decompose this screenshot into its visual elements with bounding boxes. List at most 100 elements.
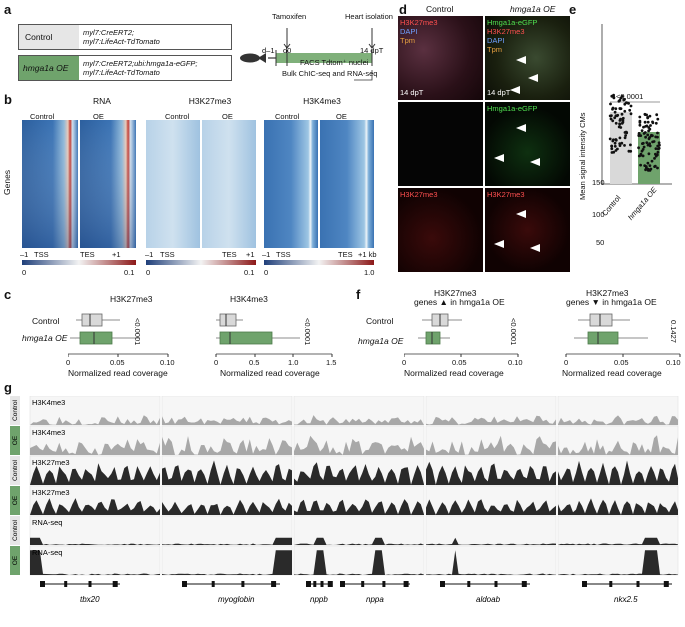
e-dot bbox=[614, 138, 618, 141]
g-track-label: H3K4me3 bbox=[32, 428, 65, 437]
g-exon bbox=[306, 581, 311, 587]
micro-oe-label-tpm: Tpm bbox=[487, 45, 502, 54]
panel-label-a: a bbox=[4, 2, 12, 17]
g-track-label: H3K27me3 bbox=[32, 458, 70, 467]
g-signal bbox=[558, 550, 678, 575]
g-exon bbox=[211, 581, 215, 587]
e-dot bbox=[646, 120, 650, 124]
g-signal bbox=[558, 498, 678, 515]
e-dot bbox=[619, 117, 622, 121]
panel-label-e: e bbox=[569, 2, 577, 17]
g-signal bbox=[30, 537, 160, 545]
b-title-h3k4me3: H3K4me3 bbox=[303, 96, 341, 106]
c-right-tick-10: 1.0 bbox=[288, 358, 299, 367]
e-dot bbox=[640, 129, 644, 132]
g-exon bbox=[112, 581, 118, 587]
e-dot bbox=[627, 149, 631, 153]
e-dot bbox=[610, 144, 614, 148]
scale-rna-min: 0 bbox=[22, 268, 27, 277]
e-dot bbox=[611, 119, 615, 123]
e-dot bbox=[623, 109, 627, 113]
c-left-tick-0: 0 bbox=[66, 358, 71, 367]
e-dot bbox=[623, 144, 626, 147]
e-ylabel: Mean signal intensity CMs bbox=[578, 112, 587, 200]
micro-oe-dpt: 14 dpT bbox=[487, 88, 511, 97]
e-dot bbox=[657, 146, 661, 150]
e-bar-chart bbox=[601, 24, 672, 185]
e-dot bbox=[638, 119, 642, 123]
b-title-h3k27me3: H3K27me3 bbox=[188, 96, 232, 106]
g-side-label: Control bbox=[12, 459, 19, 481]
e-dot bbox=[609, 102, 612, 106]
e-pvalue: <0.0001 bbox=[616, 92, 644, 101]
g-signal bbox=[558, 537, 678, 545]
e-dot bbox=[652, 140, 656, 143]
e-dot bbox=[624, 134, 627, 137]
micro-ctrl-gfp bbox=[398, 102, 483, 186]
g-gene-name: nppa bbox=[366, 595, 384, 604]
f-left-tick-005: 0.05 bbox=[452, 358, 467, 367]
g-signal bbox=[162, 436, 292, 455]
b-sub-oe-1: OE bbox=[93, 112, 104, 121]
c-right-tick-0: 0 bbox=[214, 358, 219, 367]
b-sub-oe-3: OE bbox=[336, 112, 347, 121]
oe-label: hmga1a OE bbox=[19, 56, 79, 80]
scale-k4 bbox=[264, 260, 374, 265]
scale-k4-max: 1.0 bbox=[364, 268, 375, 277]
e-dot bbox=[648, 164, 652, 168]
heatmap-k4-oe bbox=[320, 120, 374, 248]
e-dot bbox=[610, 151, 614, 154]
f-left-box-oe bbox=[425, 331, 441, 345]
g-signal bbox=[162, 537, 292, 545]
micro-oe-label-gfp-2: Hmga1a-eGFP bbox=[487, 104, 538, 113]
e-dot bbox=[654, 135, 658, 139]
scale-rna bbox=[22, 260, 136, 265]
e-dot bbox=[644, 135, 647, 139]
e-dot bbox=[618, 122, 621, 126]
c-right-tick-15: 1.5 bbox=[326, 358, 337, 367]
scale-rna-max: 0.1 bbox=[124, 268, 135, 277]
f-right-tick-005: 0.05 bbox=[614, 358, 629, 367]
e-dot bbox=[613, 141, 617, 145]
g-signal bbox=[294, 462, 424, 485]
e-dot bbox=[646, 169, 650, 172]
f-left-title-1: H3K27me3 bbox=[434, 288, 477, 298]
g-track-cell bbox=[29, 396, 161, 426]
f-right-title-2: genes ▼ in hmga1a OE bbox=[566, 297, 657, 307]
g-track-cell bbox=[161, 515, 293, 546]
g-track-label: RNA-seq bbox=[32, 548, 62, 557]
g-track-label: H3K4me3 bbox=[32, 398, 65, 407]
g-track-cell bbox=[161, 545, 293, 576]
f-right-tick-0: 0 bbox=[564, 358, 569, 367]
g-signal bbox=[426, 499, 556, 515]
e-dot bbox=[656, 166, 659, 170]
c-xlabel-right: Normalized read coverage bbox=[220, 368, 320, 378]
micro-oe-gfp: Hmga1a-eGFP bbox=[485, 102, 570, 186]
e-dot bbox=[639, 134, 643, 137]
g-side-box bbox=[10, 546, 20, 575]
micro-arrowheads bbox=[494, 56, 540, 252]
g-exon bbox=[521, 581, 527, 587]
g-exon bbox=[361, 581, 365, 587]
heatmaps bbox=[22, 120, 374, 265]
g-side-box bbox=[10, 486, 20, 515]
control-genotype-2: myl7:LifeAct-TdTomato bbox=[83, 37, 160, 46]
c-row-oe: hmga1a OE bbox=[22, 333, 68, 343]
e-dot bbox=[650, 159, 654, 163]
f-xlabel-right: Normalized read coverage bbox=[562, 368, 662, 378]
e-dot bbox=[641, 148, 645, 151]
g-side-label: OE bbox=[12, 435, 19, 445]
g-track-cell bbox=[293, 545, 425, 576]
c-right-tick-05: 0.5 bbox=[249, 358, 260, 367]
g-gene-name: nkx2.5 bbox=[614, 595, 638, 604]
e-dot bbox=[653, 157, 656, 160]
b-ylabel: Genes bbox=[2, 169, 12, 195]
e-dot bbox=[651, 121, 655, 125]
g-signal bbox=[162, 416, 292, 425]
c-right-box-control bbox=[219, 313, 237, 327]
b-sub-control-2: Control bbox=[165, 112, 190, 121]
c-left-box-oe bbox=[79, 331, 113, 345]
micro-oe-k27: H3K27me3 bbox=[485, 188, 570, 272]
g-signal bbox=[426, 415, 556, 425]
d-minus1-label: d–1 bbox=[262, 46, 275, 55]
